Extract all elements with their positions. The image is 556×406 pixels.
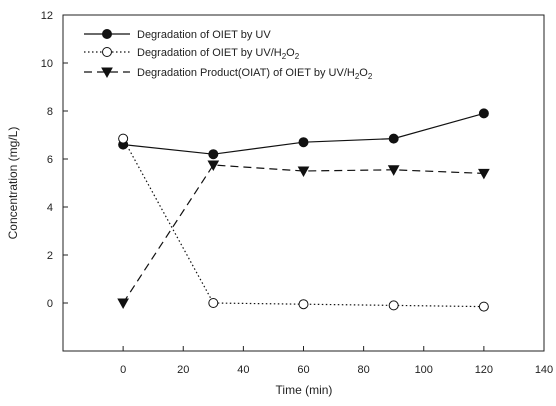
series-3-line [122,164,484,304]
series-1 [118,108,489,160]
series-3-point [297,166,310,178]
y-axis-label: Concentration (mg/L) [6,127,20,240]
y-tick-label: 12 [41,10,53,22]
legend-marker [101,67,113,79]
series-1-point [208,149,219,160]
series-1-point [478,108,489,119]
legend-item-1: Degradation of OIET by UV [84,29,271,41]
legend-label: Degradation Product(OIAT) of OIET by UV/… [137,67,373,81]
series-2-line [122,138,484,308]
y-tick-label: 2 [47,250,53,262]
x-tick-label: 100 [415,364,433,376]
series-2-point [208,298,219,308]
legend-item-3: Degradation Product(OIAT) of OIET by UV/… [84,67,373,81]
series-1-line [123,112,485,155]
series-2 [118,133,489,312]
legend-marker [102,29,112,39]
series-3-point [387,165,400,176]
x-tick-label: 40 [237,364,249,376]
y-tick-label: 8 [47,106,53,118]
series-3-point [478,168,490,180]
series-2-point [478,301,489,312]
y-tick-label: 6 [47,154,53,166]
axis-ticks: 0 20 40 60 80 100 120 140 0 2 4 6 8 10 12 [41,10,553,376]
x-tick-label: 0 [120,364,126,376]
x-tick-label: 140 [535,364,553,376]
series-2-point [118,133,129,144]
legend-item-2: Degradation of OIET by UV/H2O2 [84,47,300,61]
x-axis-label: Time (min) [276,383,333,397]
y-tick-label: 4 [47,202,53,214]
series-1-point [298,137,309,148]
series-layer [117,108,490,312]
legend-label: Degradation of OIET by UV [137,29,271,41]
series-2-point [298,299,309,310]
series-3-point [207,160,220,172]
legend-label: Degradation of OIET by UV/H2O2 [137,47,300,61]
legend-marker [102,47,112,57]
x-tick-label: 60 [297,364,309,376]
series-2-point [388,300,399,311]
series-3 [117,160,490,310]
series-3-point [117,298,129,310]
y-tick-label: 0 [47,298,53,310]
x-tick-label: 20 [177,364,189,376]
x-tick-label: 120 [475,364,493,376]
y-tick-label: 10 [41,58,53,70]
series-1-point [388,133,399,144]
legend: Degradation of OIET by UV Degradation of … [84,29,373,81]
x-tick-label: 80 [358,364,370,376]
